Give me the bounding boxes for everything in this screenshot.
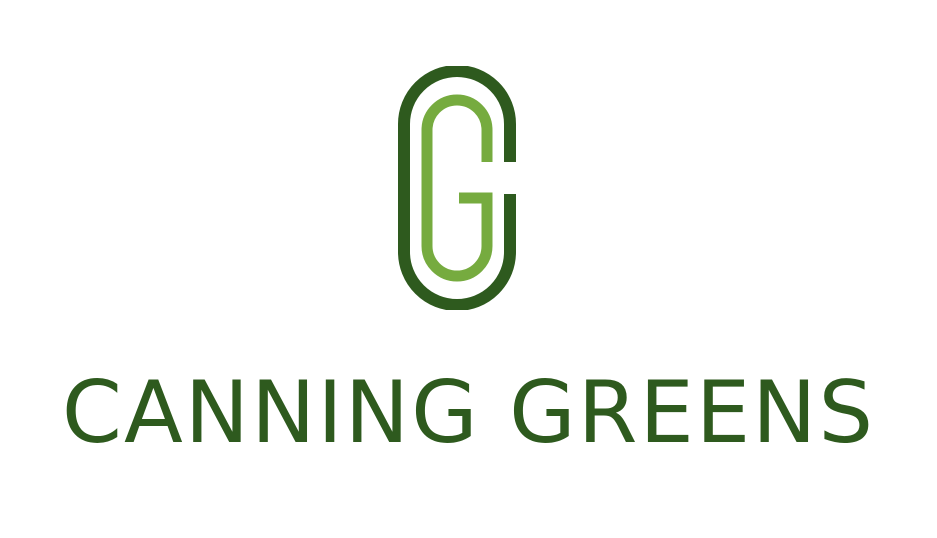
inner-g-shape xyxy=(421,94,493,282)
brand-wordmark: CANNING GREENS xyxy=(61,363,876,463)
cg-monogram-icon xyxy=(398,66,516,310)
outer-c-shape xyxy=(398,66,516,310)
